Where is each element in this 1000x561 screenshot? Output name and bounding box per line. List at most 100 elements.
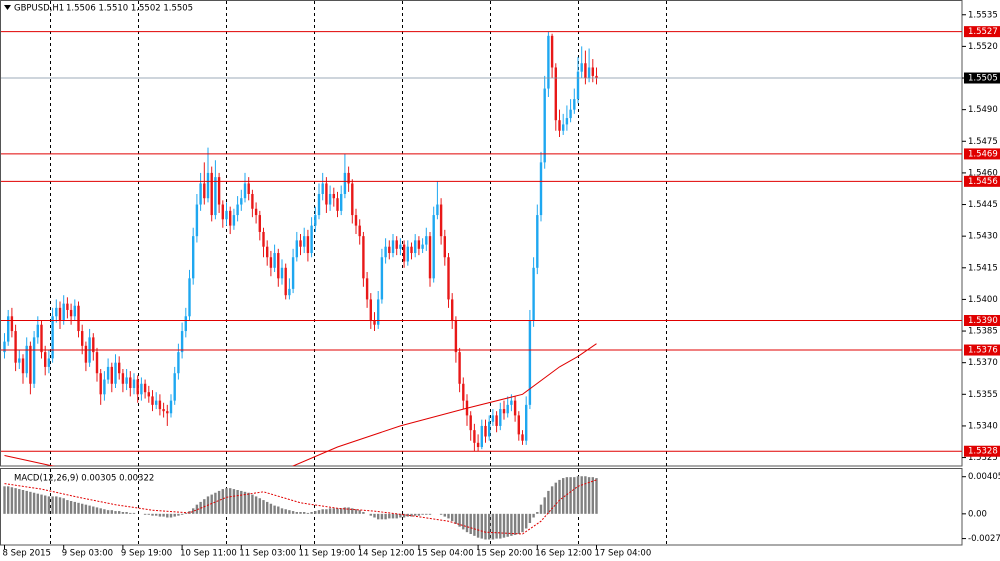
macd-bar — [262, 500, 265, 514]
macd-bar — [58, 497, 62, 514]
candle-body — [317, 193, 321, 216]
candle-body — [491, 415, 495, 422]
macd-bar — [576, 476, 580, 514]
candle-body — [436, 204, 439, 216]
candle-body — [291, 257, 295, 289]
macd-bar — [44, 495, 47, 514]
candle-body — [587, 67, 591, 79]
candle-body — [62, 303, 65, 321]
candle-body — [155, 400, 158, 405]
candle-body — [280, 267, 284, 279]
macd-bar — [81, 503, 84, 514]
y-tick-label: 1.5385 — [968, 327, 998, 337]
candle-body — [517, 415, 520, 435]
macd-bar — [269, 503, 273, 514]
y-tick-label: 1.5370 — [968, 358, 998, 368]
macd-bar — [258, 498, 261, 514]
macd-bar — [521, 513, 524, 533]
candle-body — [303, 236, 306, 247]
candle-body — [36, 324, 39, 338]
macd-bar — [310, 512, 313, 514]
macd-bar — [473, 513, 476, 536]
x-tick-label: 17 Sep 04:00 — [595, 549, 652, 559]
candle-body — [266, 246, 269, 258]
level-tag — [964, 175, 1000, 187]
macd-bar — [221, 489, 224, 514]
candle-body — [354, 215, 358, 226]
candle-body — [573, 99, 576, 110]
macd-bar — [158, 513, 162, 517]
level-label: 1.5527 — [968, 27, 998, 37]
macd-bar — [284, 509, 287, 514]
candle-body — [269, 257, 273, 268]
candle-body — [254, 208, 258, 216]
macd-bar — [69, 501, 73, 514]
macd-bar — [332, 508, 335, 514]
macd-bar — [377, 513, 380, 520]
macd-bar — [103, 509, 106, 514]
candle-body — [195, 204, 199, 237]
macd-bar — [254, 496, 258, 514]
candle-body — [406, 246, 409, 262]
level-tag — [964, 315, 1000, 327]
macd-bar — [236, 490, 239, 514]
macd-bar — [143, 513, 147, 515]
candle-body — [73, 305, 76, 317]
candle-body — [199, 183, 202, 205]
level-tag — [964, 344, 1000, 356]
candle-body — [295, 240, 298, 258]
macd-bar — [240, 490, 243, 514]
candle-body — [103, 379, 106, 395]
macd-bar — [388, 513, 391, 519]
candle-body — [595, 75, 598, 79]
macd-bar — [84, 504, 88, 514]
candle-body — [40, 324, 43, 353]
level-label: 1.5390 — [968, 316, 998, 326]
indicator-title: MACD(12,26,9) 0.00305 0.00322 — [14, 474, 154, 484]
macd-bar — [447, 513, 450, 519]
candle-body — [10, 316, 14, 332]
candle-body — [443, 236, 446, 258]
macd-bar — [62, 498, 65, 514]
candle-body — [554, 67, 557, 121]
x-tick-label: 11 Sep 03:00 — [239, 549, 296, 559]
moving-average — [4, 343, 597, 466]
candle-body — [55, 307, 58, 317]
macd-bar — [558, 479, 561, 514]
macd-bar — [336, 508, 339, 514]
macd-bar — [225, 488, 228, 514]
macd-bar — [499, 513, 502, 539]
macd-bar — [502, 513, 506, 538]
candle-body — [484, 425, 487, 437]
macd-bar — [40, 494, 43, 514]
macd-bar — [214, 492, 217, 514]
candle-body — [399, 244, 402, 249]
macd-bar — [391, 513, 395, 519]
candle-body — [428, 236, 432, 279]
level-label: 1.5328 — [968, 447, 998, 457]
candle-body — [118, 362, 121, 374]
candle-body — [203, 183, 206, 199]
macd-bar — [325, 509, 328, 514]
candle-body — [314, 215, 317, 226]
macd-bar — [369, 513, 372, 516]
candle-body — [214, 177, 217, 216]
macd-bar — [584, 476, 587, 514]
macd-bar — [543, 497, 546, 514]
macd-bar — [351, 508, 354, 514]
candle-body — [580, 63, 583, 72]
y-tick-label: 1.5445 — [968, 200, 998, 210]
macd-bar — [317, 510, 321, 514]
macd-bar — [155, 513, 158, 516]
macd-bar — [106, 510, 110, 514]
macd-bar — [488, 513, 491, 540]
candle-body — [247, 183, 250, 194]
candle-body — [92, 337, 95, 353]
candle-body — [488, 421, 491, 437]
macd-bar — [243, 491, 247, 514]
macd-bar — [295, 512, 298, 514]
level-tag — [964, 445, 1000, 457]
macd-bar — [451, 513, 454, 522]
candle-body — [66, 303, 69, 310]
macd-bar — [51, 496, 54, 514]
